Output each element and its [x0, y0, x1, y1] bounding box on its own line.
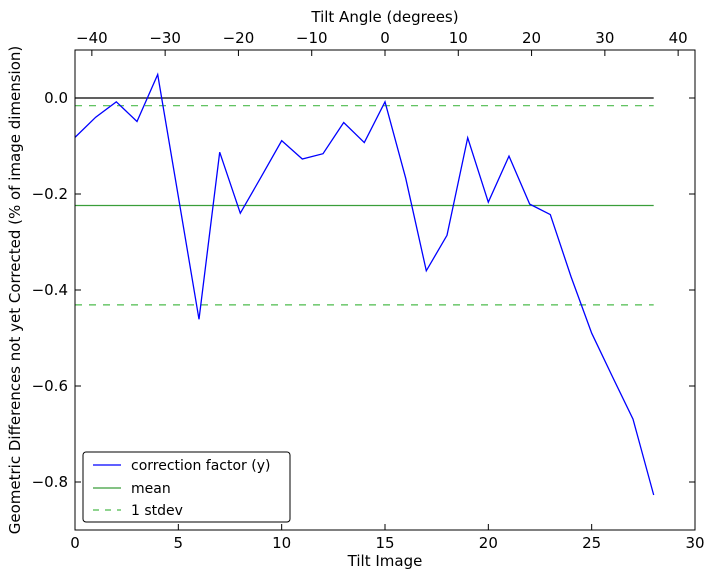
x-tick-label: 20: [479, 534, 498, 552]
top-tick-label: 30: [595, 29, 614, 47]
series-line-correction-factor-y: [75, 75, 654, 496]
top-tick-label: −30: [149, 29, 181, 47]
legend: correction factor (y) mean 1 stdev: [83, 452, 290, 522]
x-tick-label: 15: [375, 534, 394, 552]
series-layer: [75, 74, 654, 495]
x-tick-label: 0: [70, 534, 80, 552]
top-tick-label: −20: [223, 29, 255, 47]
y-tick-label: −0.2: [32, 185, 68, 203]
top-tick-label: −10: [296, 29, 328, 47]
top-tick-label: 40: [669, 29, 688, 47]
top-axis-label: Tilt Angle (degrees): [310, 8, 458, 26]
top-tick-label: 20: [522, 29, 541, 47]
x-tick-label: 30: [685, 534, 704, 552]
x-tick-label: 10: [272, 534, 291, 552]
y-tick-label: −0.8: [32, 473, 68, 491]
legend-label-mean: mean: [131, 481, 171, 497]
x-tick-label: 25: [582, 534, 601, 552]
y-tick-label: −0.6: [32, 377, 68, 395]
x-tick-label: 5: [174, 534, 184, 552]
y-tick-label: −0.4: [32, 281, 68, 299]
top-tick-label: 10: [449, 29, 468, 47]
y-axis-label: Geometric Differences not yet Corrected …: [6, 46, 24, 535]
top-tick-label: −40: [76, 29, 108, 47]
y-tick-label: 0.0: [44, 89, 68, 107]
x-axis-label: Tilt Image: [347, 552, 423, 570]
top-tick-label: 0: [380, 29, 390, 47]
legend-label-stdev: 1 stdev: [131, 503, 183, 519]
legend-label-correction: correction factor (y): [131, 458, 270, 474]
